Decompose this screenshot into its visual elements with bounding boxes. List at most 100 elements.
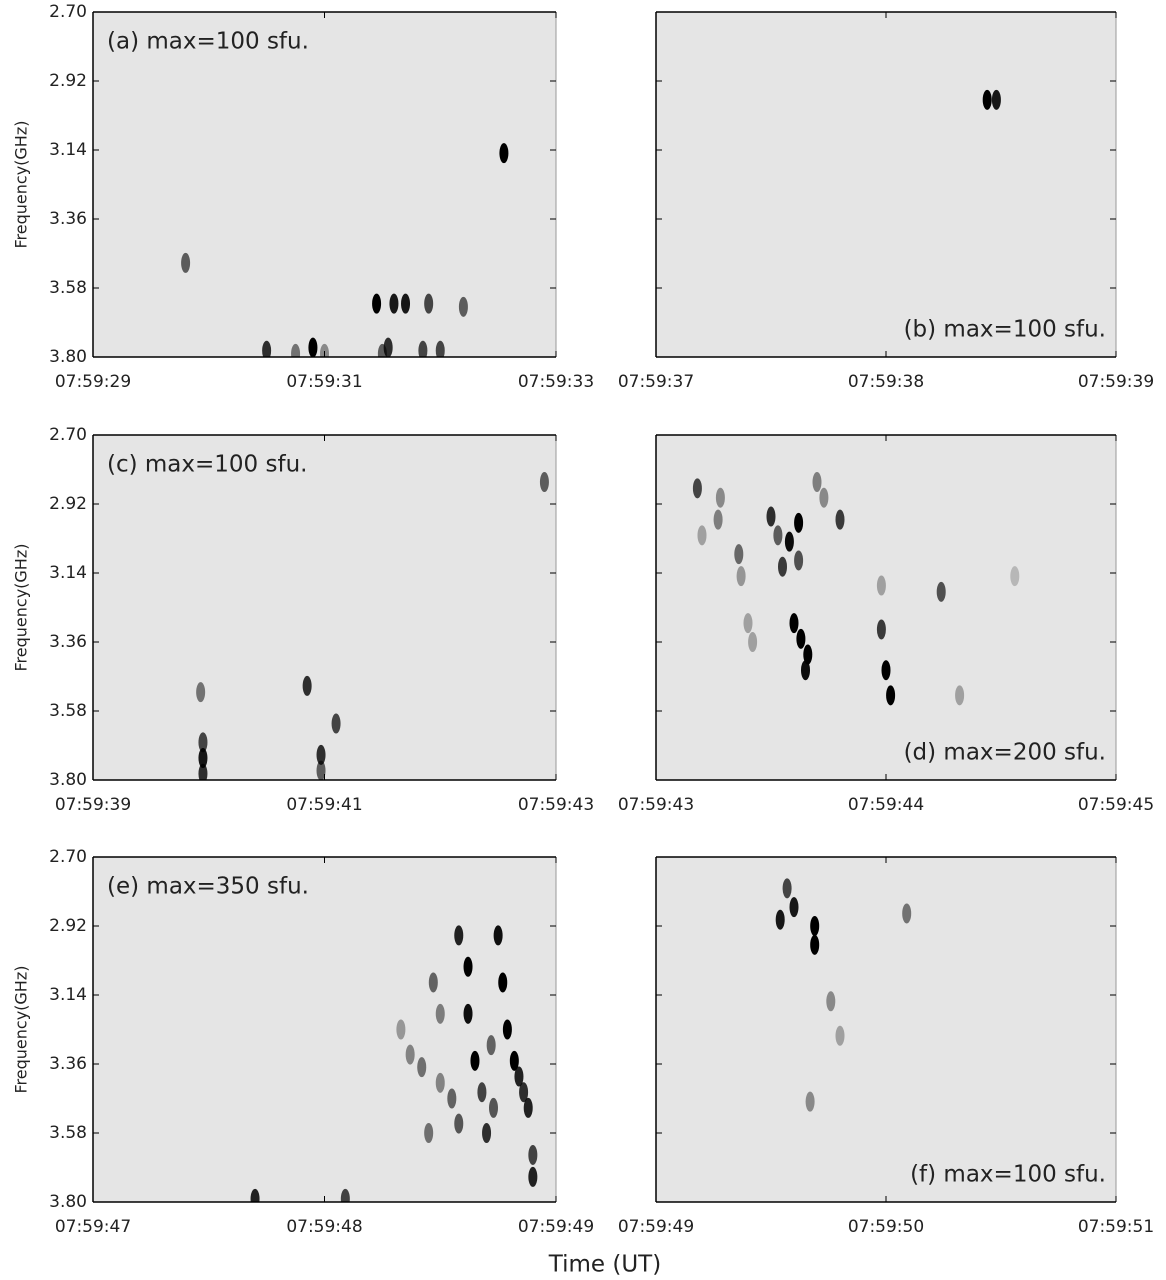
burst <box>748 632 758 652</box>
y-tick-label: 3.80 <box>49 770 87 790</box>
y-tick-label: 3.36 <box>49 209 87 229</box>
burst <box>528 1144 538 1165</box>
x-tick-label: 07:59:44 <box>848 795 924 815</box>
burst <box>383 337 393 357</box>
burst <box>876 575 886 596</box>
burst <box>766 506 776 527</box>
burst <box>812 472 822 493</box>
y-tick-label: 3.58 <box>49 701 87 721</box>
y-tick-label: 3.36 <box>49 632 87 652</box>
burst <box>331 713 341 734</box>
burst <box>486 1035 496 1056</box>
burst <box>417 1057 427 1078</box>
burst <box>435 1003 445 1024</box>
burst <box>835 509 845 530</box>
burst <box>372 293 382 314</box>
burst <box>826 991 836 1012</box>
burst <box>803 644 813 665</box>
burst <box>435 340 445 357</box>
x-tick-label: 07:59:51 <box>1078 1217 1154 1237</box>
burst <box>794 512 804 533</box>
y-tick-label: 3.14 <box>49 140 87 160</box>
burst <box>401 293 411 314</box>
x-tick-label: 07:59:50 <box>848 1217 924 1237</box>
burst <box>424 1123 434 1143</box>
y-tick-label: 2.70 <box>49 847 87 867</box>
burst <box>250 1188 260 1202</box>
burst <box>498 972 508 993</box>
burst <box>819 487 829 508</box>
burst <box>262 340 272 357</box>
burst <box>316 744 326 765</box>
burst <box>308 337 318 357</box>
plot-area <box>656 12 1116 357</box>
y-tick-label: 2.92 <box>49 916 87 936</box>
x-axis-label: Time (UT) <box>548 1252 661 1278</box>
burst <box>447 1088 457 1109</box>
marks <box>196 472 549 780</box>
burst <box>715 487 725 508</box>
burst <box>539 472 549 493</box>
burst <box>499 143 509 164</box>
y-tick-label: 3.80 <box>49 1192 87 1212</box>
annotation: (e) max=350 sfu. <box>107 874 309 900</box>
burst <box>876 619 886 640</box>
burst <box>886 685 896 706</box>
y-axis-label: Frequency(GHz) <box>12 121 31 249</box>
burst <box>482 1123 492 1143</box>
burst <box>477 1082 487 1103</box>
burst <box>463 956 473 977</box>
burst <box>801 660 810 681</box>
burst <box>454 925 464 946</box>
y-tick-label: 3.14 <box>49 563 87 583</box>
plot-area <box>656 857 1116 1202</box>
burst <box>782 878 792 899</box>
marks <box>250 925 538 1202</box>
x-tick-label: 07:59:48 <box>286 1217 362 1237</box>
burst <box>789 613 799 634</box>
burst <box>320 343 329 357</box>
burst <box>316 760 326 780</box>
burst <box>488 1097 498 1118</box>
burst <box>519 1082 529 1103</box>
y-tick-label: 3.58 <box>49 278 87 298</box>
x-tick-label: 07:59:38 <box>848 372 924 392</box>
burst <box>198 763 208 780</box>
burst <box>734 544 744 565</box>
burst <box>805 1091 815 1112</box>
marks <box>692 472 1020 706</box>
annotation: (a) max=100 sfu. <box>107 29 309 55</box>
burst <box>778 556 787 577</box>
burst <box>454 1113 464 1134</box>
annotation: (c) max=100 sfu. <box>107 452 307 478</box>
burst <box>810 916 820 936</box>
y-axis-label: Frequency(GHz) <box>12 544 31 672</box>
x-tick-label: 07:59:29 <box>55 372 131 392</box>
burst <box>523 1097 533 1118</box>
plot-area <box>93 857 556 1202</box>
x-tick-label: 07:59:39 <box>1078 372 1154 392</box>
burst <box>955 685 965 706</box>
burst <box>502 1019 512 1040</box>
burst <box>514 1066 524 1087</box>
burst <box>743 613 753 634</box>
y-tick-label: 2.92 <box>49 71 87 91</box>
x-tick-label: 07:59:49 <box>618 1217 694 1237</box>
y-tick-label: 3.36 <box>49 1054 87 1074</box>
y-tick-label: 3.14 <box>49 985 87 1005</box>
burst <box>291 343 301 357</box>
burst <box>697 525 707 546</box>
burst <box>493 925 503 946</box>
burst <box>775 909 785 930</box>
burst <box>796 628 806 649</box>
y-tick-label: 3.58 <box>49 1123 87 1143</box>
burst <box>463 1003 473 1024</box>
burst <box>936 581 946 602</box>
burst <box>810 934 820 955</box>
burst <box>784 531 794 552</box>
burst <box>902 903 912 924</box>
plot-area <box>93 435 556 780</box>
y-tick-label: 3.80 <box>49 347 87 367</box>
burst <box>435 1072 445 1093</box>
burst <box>881 660 891 681</box>
